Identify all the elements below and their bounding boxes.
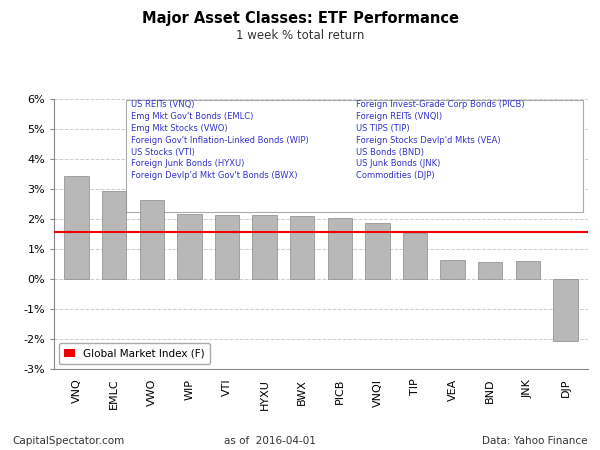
Bar (365, 223, 389, 279)
Bar (64, 176, 89, 279)
Text: 1 week % total return: 1 week % total return (236, 29, 364, 42)
Legend: Global Market Index (F): Global Market Index (F) (59, 343, 210, 364)
Text: US REITs (VNQ)
Emg Mkt Gov't Bonds (EMLC)
Emg Mkt Stocks (VWO)
Foreign Gov't Inf: US REITs (VNQ) Emg Mkt Gov't Bonds (EMLC… (131, 100, 309, 180)
Bar (403, 234, 427, 279)
Bar (140, 200, 164, 279)
Text: Data: Yahoo Finance: Data: Yahoo Finance (482, 436, 588, 446)
Text: Major Asset Classes: ETF Performance: Major Asset Classes: ETF Performance (142, 11, 458, 26)
Text: as of  2016-04-01: as of 2016-04-01 (224, 436, 316, 446)
Bar (553, 279, 578, 341)
Bar (478, 261, 502, 279)
Text: CapitalSpectator.com: CapitalSpectator.com (12, 436, 124, 446)
Bar (515, 261, 540, 279)
Bar (177, 214, 202, 279)
Bar (126, 100, 583, 212)
Text: Foreign Invest-Grade Corp Bonds (PICB)
Foreign REITs (VNQI)
US TIPS (TIP)
Foreig: Foreign Invest-Grade Corp Bonds (PICB) F… (356, 100, 524, 180)
Bar (440, 261, 465, 279)
Bar (290, 216, 314, 279)
Bar (328, 217, 352, 279)
Bar (253, 216, 277, 279)
Bar (102, 190, 127, 279)
Bar (215, 215, 239, 279)
